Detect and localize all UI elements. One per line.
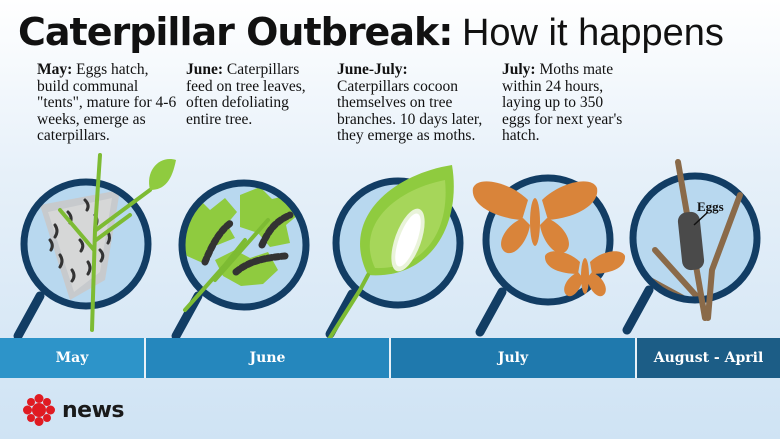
caption-may-lead: May:	[37, 61, 73, 78]
caption-june-july-lead: June-July:	[337, 61, 408, 78]
caption-july: July: Moths mate within 24 hours, laying…	[502, 61, 632, 145]
eggs-label: Eggs	[697, 199, 724, 214]
magnifier-july	[472, 174, 626, 337]
caption-may-text: Eggs hatch, build communal "tents", matu…	[37, 61, 177, 144]
timeline-july: July	[391, 338, 637, 378]
magnifier-june	[171, 179, 310, 341]
caption-july-text: Moths mate within 24 hours, laying up to…	[502, 61, 623, 144]
cbc-news-logo: news	[22, 392, 125, 428]
cbc-gem-icon	[23, 394, 55, 426]
caption-june-july: June-July: Caterpillars cocoon themselve…	[337, 61, 487, 145]
caption-june-lead: June:	[186, 61, 224, 78]
moth-large	[472, 181, 598, 254]
caption-june-july-text: Caterpillars cocoon themselves on tree b…	[337, 77, 483, 144]
magnifier-may	[13, 153, 176, 341]
magnifier-aug-april: Eggs	[622, 159, 761, 335]
title-light: How it happens	[461, 12, 724, 54]
egg-mass	[677, 211, 705, 271]
title-bold: Caterpillar Outbreak:	[18, 10, 453, 54]
moth-small	[544, 251, 626, 297]
page-title: Caterpillar Outbreak: How it happens	[18, 8, 724, 57]
timeline-june: June	[146, 338, 391, 378]
logo-word: news	[62, 397, 125, 423]
caption-may: May: Eggs hatch, build communal "tents",…	[37, 61, 177, 145]
timeline-aug-april: August - April	[637, 338, 780, 378]
timeline-bar: May June July August - April	[0, 338, 780, 378]
caption-june-text: Caterpillars feed on tree leaves, often …	[186, 61, 306, 128]
caption-june: June: Caterpillars feed on tree leaves, …	[186, 61, 326, 128]
caption-july-lead: July:	[502, 61, 536, 78]
magnifier-june-july	[324, 165, 464, 346]
timeline-may: May	[0, 338, 146, 378]
